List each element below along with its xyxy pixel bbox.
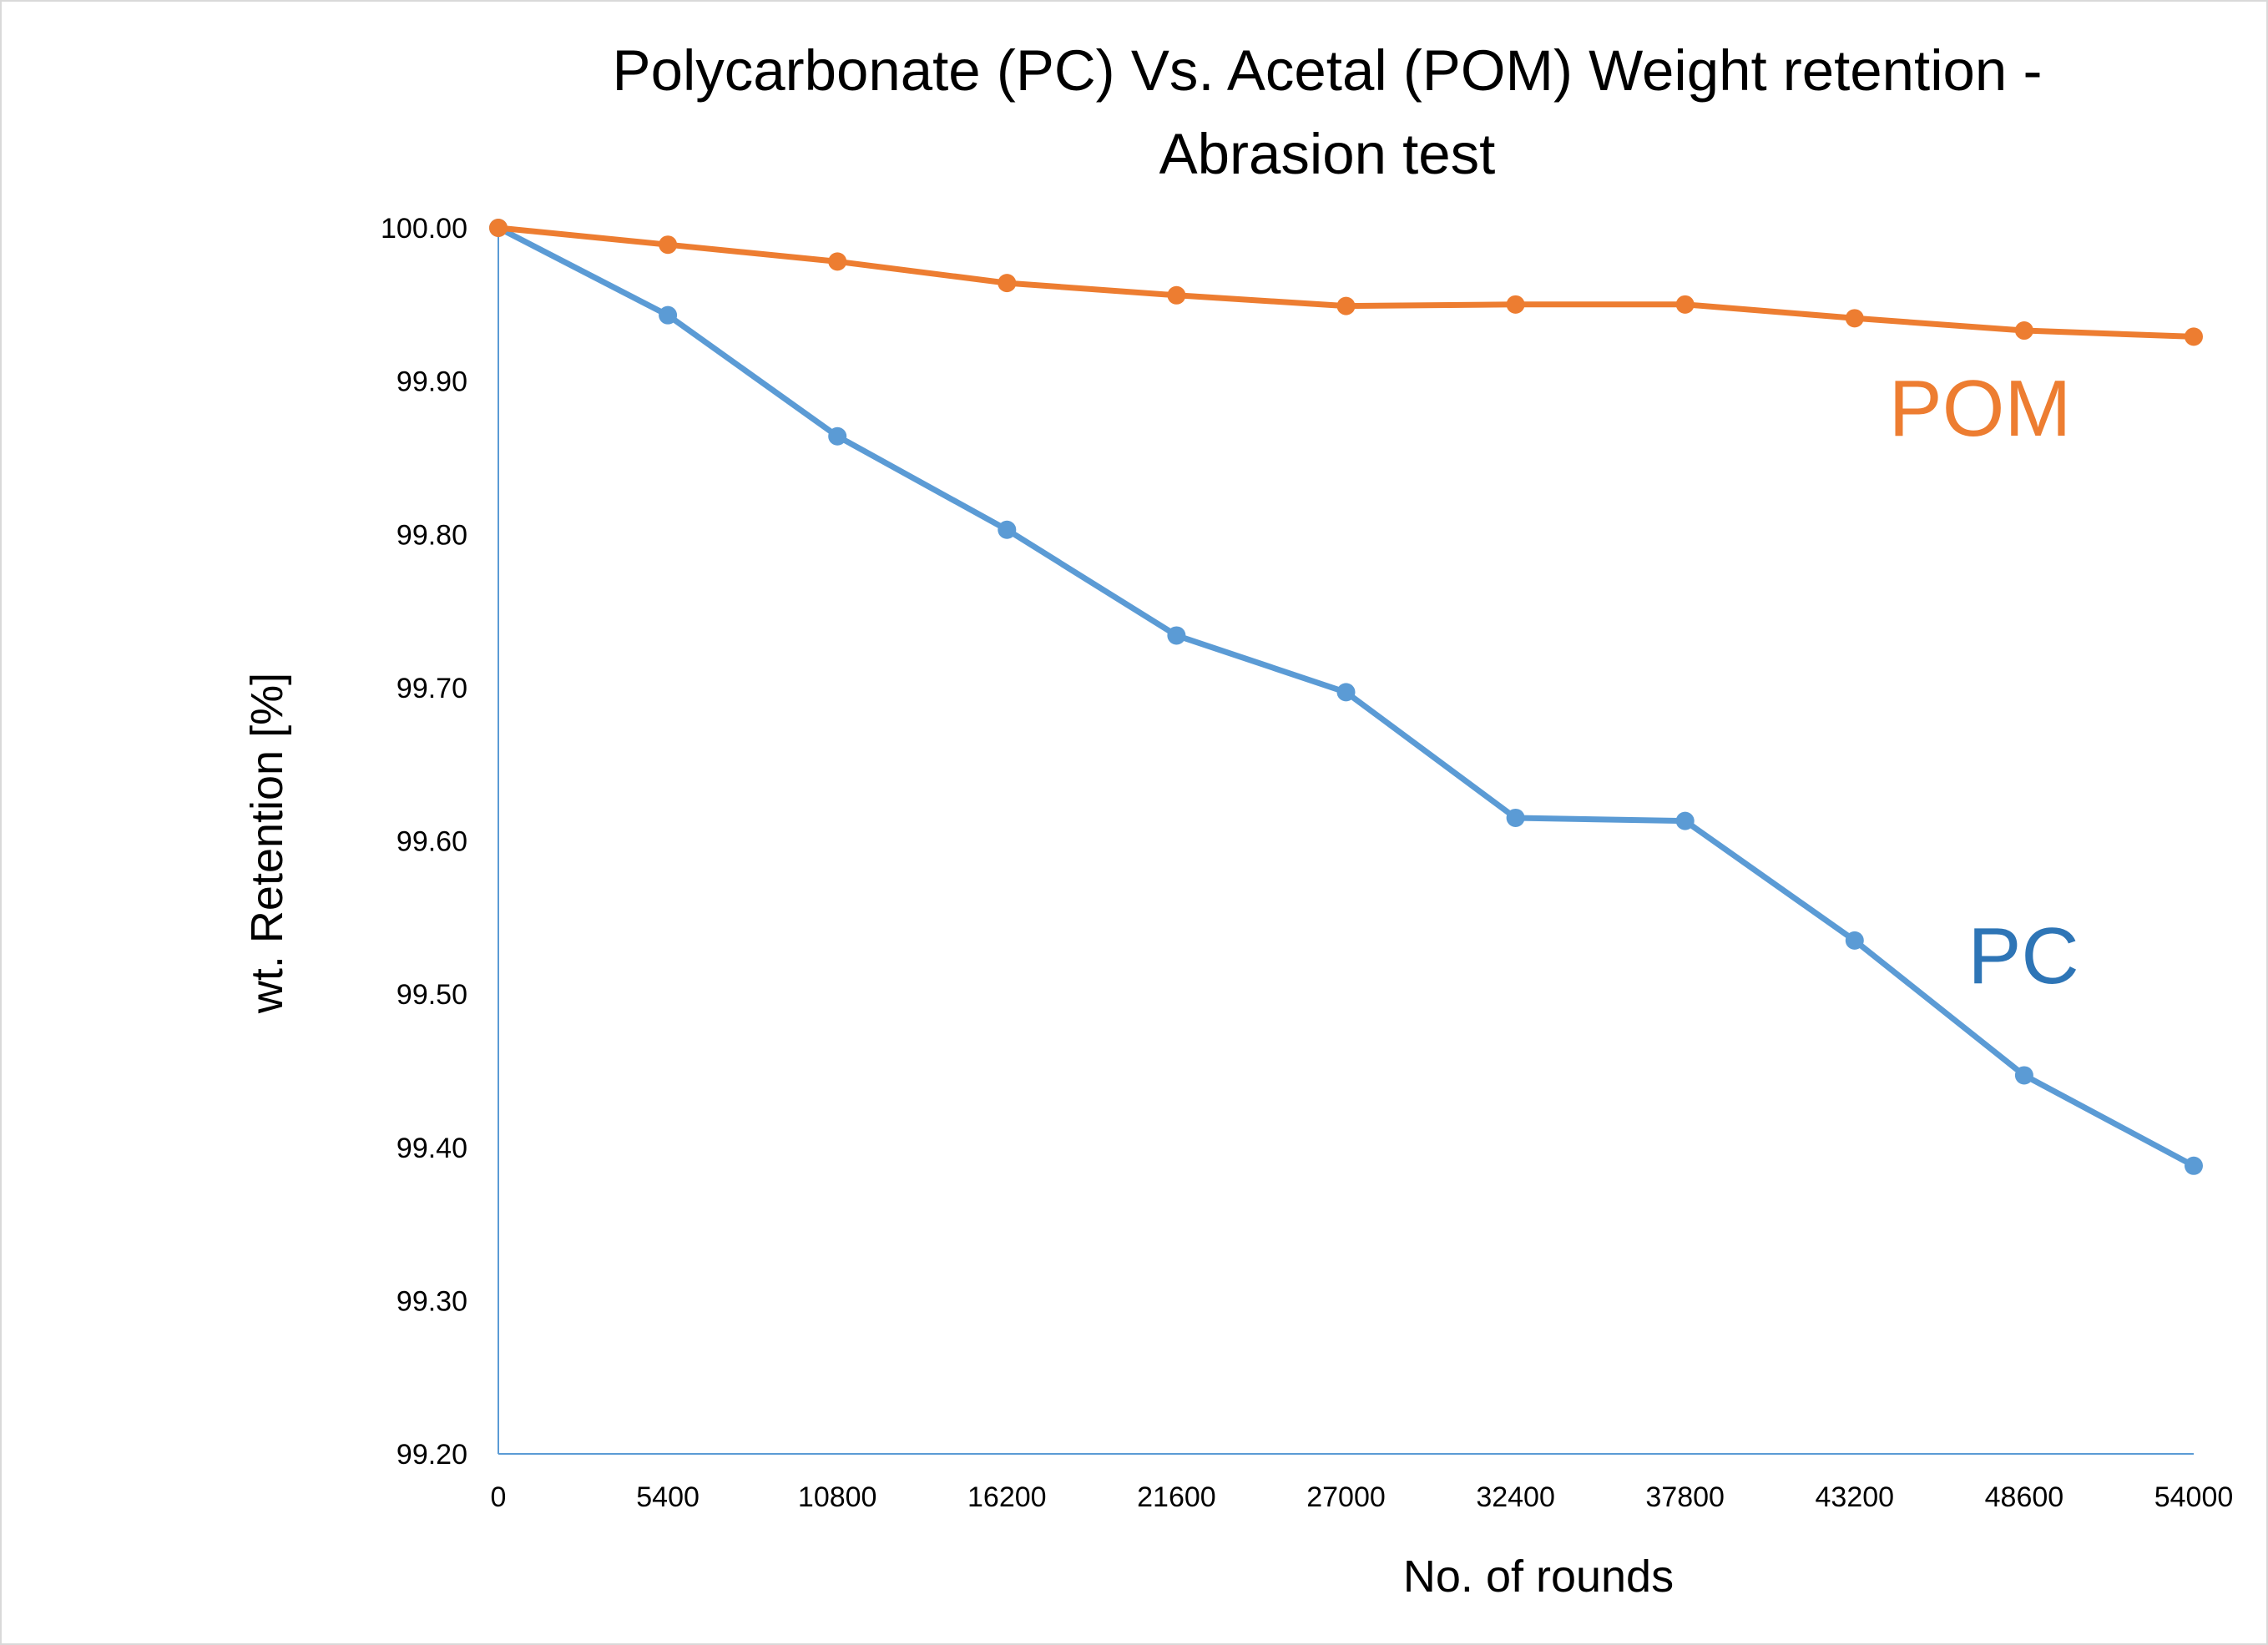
y-tick-label: 99.80 [397,519,467,551]
x-tick-label: 54000 [2154,1481,2234,1513]
data-point-pc [998,520,1017,539]
y-tick-label: 99.20 [397,1439,467,1471]
x-tick-label: 0 [491,1481,507,1513]
y-tick-label: 99.70 [397,673,467,704]
series-line-pom [495,225,2197,340]
data-point-pom [1167,285,1186,305]
y-tick-label: 99.50 [397,979,467,1011]
y-tick-label: 100.00 [381,213,467,245]
x-axis-tick-labels: 0 5400 10800 16200 21600 27000 32400 37800 43200… [491,1481,2234,1513]
y-axis-title: wt. Retention [%] [242,673,292,1014]
x-tick-label: 48600 [1985,1481,2064,1513]
x-tick-label: 10800 [798,1481,877,1513]
x-tick-label: 43200 [1816,1481,1895,1513]
data-point-pc [2185,1156,2203,1175]
x-axis-title: No. of rounds [1403,1552,1674,1602]
data-point-pc [659,305,678,325]
y-tick-label: 99.40 [397,1133,467,1164]
series-label-pc: PC [1967,911,2079,1001]
x-tick-label: 5400 [636,1481,700,1513]
data-point-pom [489,219,508,237]
chart-title-line-1: Polycarbonate (PC) Vs. Acetal (POM) Weig… [613,38,2043,103]
series-label-pom: POM [1889,364,2072,453]
data-point-pc [828,426,847,446]
data-point-pom [1845,309,1864,328]
data-point-pom [1506,295,1525,314]
data-point-pom [659,235,678,255]
data-point-pom [998,274,1017,293]
y-axis-tick-labels: 99.20 99.30 99.40 99.50 99.60 99.70 99.80 99.90… [381,213,467,1471]
series-layer [489,219,2203,1175]
data-point-pc [1675,811,1695,830]
data-point-pc [1506,808,1525,827]
chart-title-line-2: Abrasion test [1159,122,1496,186]
data-point-pom [2185,327,2203,346]
y-tick-label: 99.90 [397,366,467,398]
y-tick-label: 99.60 [397,826,467,858]
data-point-pc [1167,626,1186,645]
x-tick-label: 27000 [1306,1481,1386,1513]
data-point-pom [1336,296,1356,315]
data-point-pom [2014,321,2033,341]
x-tick-label: 37800 [1645,1481,1725,1513]
data-point-pom [828,252,847,271]
axes [498,228,2194,1455]
data-point-pc [2014,1066,2033,1085]
series-pc [489,219,2203,1175]
data-point-pc [1845,931,1864,950]
x-tick-label: 16200 [967,1481,1047,1513]
x-tick-label: 32400 [1476,1481,1555,1513]
data-point-pom [1675,295,1695,314]
x-tick-label: 21600 [1137,1481,1216,1513]
data-point-pc [1336,683,1356,702]
y-tick-label: 99.30 [397,1285,467,1317]
series-pom [489,219,2203,346]
